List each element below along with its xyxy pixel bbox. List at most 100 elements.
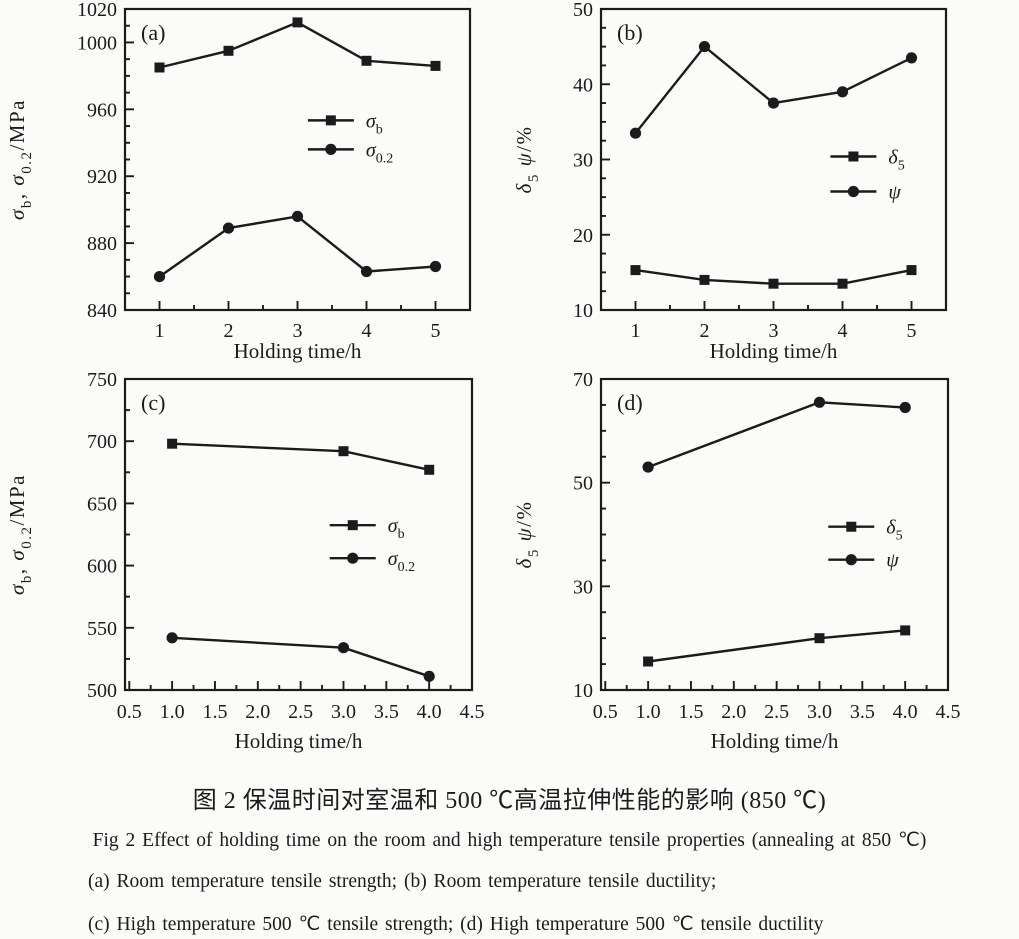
legend-label: ψ xyxy=(888,181,901,203)
svg-text:700: 700 xyxy=(87,431,117,453)
data-point xyxy=(292,17,303,28)
data-point xyxy=(813,396,826,408)
plot-frame xyxy=(123,377,474,692)
svg-text:2.5: 2.5 xyxy=(288,701,313,723)
svg-text:1.0: 1.0 xyxy=(160,701,185,723)
data-point xyxy=(167,438,178,449)
data-point xyxy=(642,461,654,473)
legend-item-sigma-b: σb xyxy=(307,110,383,137)
data-point xyxy=(900,625,911,636)
legend-label: σ0.2 xyxy=(366,139,393,166)
svg-text:40: 40 xyxy=(573,74,593,96)
legend-item-psi: ψ xyxy=(830,181,901,203)
x-axis-title: Holding time/h xyxy=(711,729,839,753)
data-point xyxy=(429,260,442,273)
legend-item-delta-5: δ5 xyxy=(830,146,905,173)
svg-text:4.0: 4.0 xyxy=(893,701,918,723)
svg-text:1020: 1020 xyxy=(77,0,117,21)
data-point xyxy=(643,656,654,667)
legend-item-psi: ψ xyxy=(828,550,899,572)
y-axis-title: δ5 ψ/% xyxy=(512,501,542,569)
svg-text:4: 4 xyxy=(362,320,372,342)
data-point xyxy=(166,632,178,644)
y-axis-title: σb, σ0.2/MPa xyxy=(5,474,35,595)
legend-label: δ5 xyxy=(888,146,904,173)
svg-text:750: 750 xyxy=(87,369,117,391)
data-point xyxy=(361,55,372,66)
data-point xyxy=(360,265,373,278)
svg-text:1: 1 xyxy=(155,320,165,342)
data-point xyxy=(899,401,911,414)
svg-text:3: 3 xyxy=(769,320,779,342)
svg-text:880: 880 xyxy=(87,233,117,255)
panel-label: (a) xyxy=(141,20,165,45)
y-tick-labels: 840 880 920 960 1000 1020 xyxy=(77,0,117,322)
series-psi xyxy=(629,41,918,139)
data-point xyxy=(222,222,235,234)
series-psi xyxy=(642,396,911,473)
data-point xyxy=(814,633,825,644)
svg-text:10: 10 xyxy=(573,680,593,702)
svg-text:2.5: 2.5 xyxy=(764,701,789,723)
panel-label: (b) xyxy=(617,20,643,45)
x-tick-labels: 1 2 3 4 5 xyxy=(631,320,917,342)
figure-caption-en: Fig 2 Effect of holding time on the room… xyxy=(92,830,927,851)
svg-text:550: 550 xyxy=(87,618,117,640)
axis-ticks xyxy=(125,8,437,311)
svg-text:1.0: 1.0 xyxy=(636,701,661,723)
data-point xyxy=(424,464,435,475)
svg-text:2.0: 2.0 xyxy=(721,701,746,723)
chart-svg-b: 10 20 30 40 50 1 2 3 4 5 δ5 ψ (b) Holding time/h δ5 ψ/… xyxy=(512,0,948,363)
svg-text:5: 5 xyxy=(907,320,917,342)
legend-item-sigma-0-2: σ0.2 xyxy=(329,548,415,575)
series-sigma-0-2 xyxy=(166,632,435,682)
chart-panel-d: 10 30 50 70 0.5 1.0 1.5 2.0 2.5 3.0 3.5 4.0 4.5 δ5 ψ (d… xyxy=(510,365,1019,755)
series-sigma-b xyxy=(154,17,441,73)
chart-panel-c: 500 550 600 650 700 750 0.5 1.0 1.5 2.0 2.5 3.0 3.5 4… xyxy=(0,365,510,755)
series-delta-5 xyxy=(643,625,911,667)
data-point xyxy=(768,278,779,289)
x-axis-title: Holding time/h xyxy=(234,339,362,363)
legend: σb σ0.2 xyxy=(329,515,415,575)
chart-svg-d: 10 30 50 70 0.5 1.0 1.5 2.0 2.5 3.0 3.5 4.0 4.5 δ5 ψ (d… xyxy=(512,369,961,753)
y-tick-labels: 10 20 30 40 50 xyxy=(573,0,593,322)
panel-label: (c) xyxy=(141,390,165,415)
y-tick-labels: 500 550 600 650 700 750 xyxy=(87,369,117,702)
axis-ticks xyxy=(601,378,949,691)
data-point xyxy=(906,265,917,276)
data-point xyxy=(153,271,166,283)
svg-text:10: 10 xyxy=(573,300,593,322)
legend-label: δ5 xyxy=(886,517,902,544)
figure-caption-sub-cd: (c) High temperature 500 ℃ tensile stren… xyxy=(88,914,824,935)
data-point xyxy=(905,52,918,64)
svg-text:1.5: 1.5 xyxy=(202,701,227,723)
x-tick-labels: 0.5 1.0 1.5 2.0 2.5 3.0 3.5 4.0 4.5 xyxy=(593,701,961,723)
svg-text:4: 4 xyxy=(838,320,848,342)
svg-text:3.5: 3.5 xyxy=(850,701,875,723)
chart-panel-b: 10 20 30 40 50 1 2 3 4 5 δ5 ψ (b) Holding time/h δ5 ψ/… xyxy=(510,0,1019,365)
data-point xyxy=(836,86,849,98)
svg-text:4.5: 4.5 xyxy=(460,701,485,723)
svg-text:30: 30 xyxy=(573,150,593,172)
legend-label: σ0.2 xyxy=(388,548,415,575)
legend-label: ψ xyxy=(886,550,899,572)
series-sigma-b xyxy=(167,438,435,475)
svg-text:4.0: 4.0 xyxy=(417,701,442,723)
svg-text:1: 1 xyxy=(631,320,641,342)
svg-text:70: 70 xyxy=(573,369,593,391)
x-tick-labels: 1 2 3 4 5 xyxy=(155,320,441,342)
data-point xyxy=(699,274,710,285)
svg-text:600: 600 xyxy=(87,556,117,578)
data-point xyxy=(338,446,349,457)
svg-text:3: 3 xyxy=(293,320,303,342)
y-tick-labels: 10 30 50 70 xyxy=(573,369,593,702)
svg-text:3.0: 3.0 xyxy=(807,701,832,723)
data-point xyxy=(630,265,641,276)
svg-text:2: 2 xyxy=(224,320,234,342)
svg-text:4.5: 4.5 xyxy=(936,701,961,723)
svg-text:0.5: 0.5 xyxy=(593,701,618,723)
data-point xyxy=(154,62,165,73)
chart-svg-c: 500 550 600 650 700 750 0.5 1.0 1.5 2.0 2.5 3.0 3.5 4… xyxy=(5,369,485,753)
svg-text:0.5: 0.5 xyxy=(117,701,142,723)
legend-item-sigma-b: σb xyxy=(329,515,405,542)
